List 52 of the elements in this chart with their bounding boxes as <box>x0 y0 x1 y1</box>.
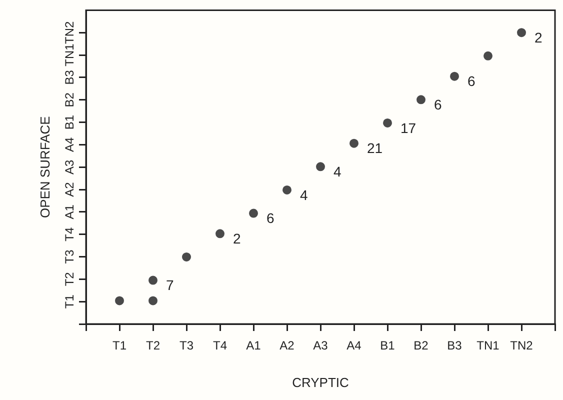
category-label: A2 <box>62 182 76 197</box>
point <box>148 276 158 285</box>
x-tick-label: B2 <box>414 338 429 353</box>
x-tick-label: TN1 <box>476 338 500 353</box>
y-axis-title: OPEN SURFACE <box>37 116 52 218</box>
category-label: B2 <box>62 92 76 108</box>
annotation: 7 <box>166 277 174 294</box>
category-label: TN1 <box>62 44 76 66</box>
annotation: 6 <box>434 96 442 112</box>
category-label: TN2 <box>62 21 76 44</box>
category-label: T3 <box>62 250 76 264</box>
category-label: T1 <box>62 294 76 309</box>
x-tick-label: A1 <box>246 338 262 353</box>
point <box>182 252 191 262</box>
category-label: B3 <box>62 70 76 85</box>
x-tick-label: A4 <box>346 338 362 353</box>
point <box>282 185 292 194</box>
point <box>115 296 124 306</box>
x-tick-label: TN2 <box>510 338 534 353</box>
x-tick-label: T1 <box>112 338 127 353</box>
annotation: 6 <box>266 210 274 226</box>
category-label: A3 <box>62 160 76 174</box>
x-tick-label: B1 <box>380 338 396 353</box>
annotation: 6 <box>468 73 476 90</box>
point <box>316 162 325 172</box>
annotation: 4 <box>300 186 308 203</box>
x-tick-label: A2 <box>280 338 295 353</box>
x-tick-label: A3 <box>313 338 328 353</box>
point <box>484 51 492 60</box>
x-tick-label: T4 <box>212 338 228 353</box>
x-tick-label: T2 <box>146 338 160 353</box>
point <box>216 229 224 238</box>
category-label: A1 <box>62 204 76 220</box>
point <box>517 28 526 38</box>
category-label: B1 <box>62 114 76 130</box>
point <box>416 95 426 104</box>
category-label: T2 <box>62 272 76 286</box>
x-axis-title: CRYPTIC <box>292 374 349 390</box>
category-label: T4 <box>62 227 76 242</box>
annotation: 2 <box>534 29 542 46</box>
annotation: 4 <box>334 164 342 180</box>
x-tick-label: B3 <box>447 338 462 353</box>
annotation: 21 <box>367 140 383 156</box>
x-tick-label: T3 <box>179 338 194 353</box>
point <box>249 208 258 218</box>
annotation: 2 <box>233 230 241 247</box>
annotation: 17 <box>400 120 416 136</box>
category-label: A4 <box>62 137 76 152</box>
point <box>383 118 392 128</box>
point <box>450 72 459 81</box>
point <box>350 138 358 148</box>
point <box>148 296 158 306</box>
